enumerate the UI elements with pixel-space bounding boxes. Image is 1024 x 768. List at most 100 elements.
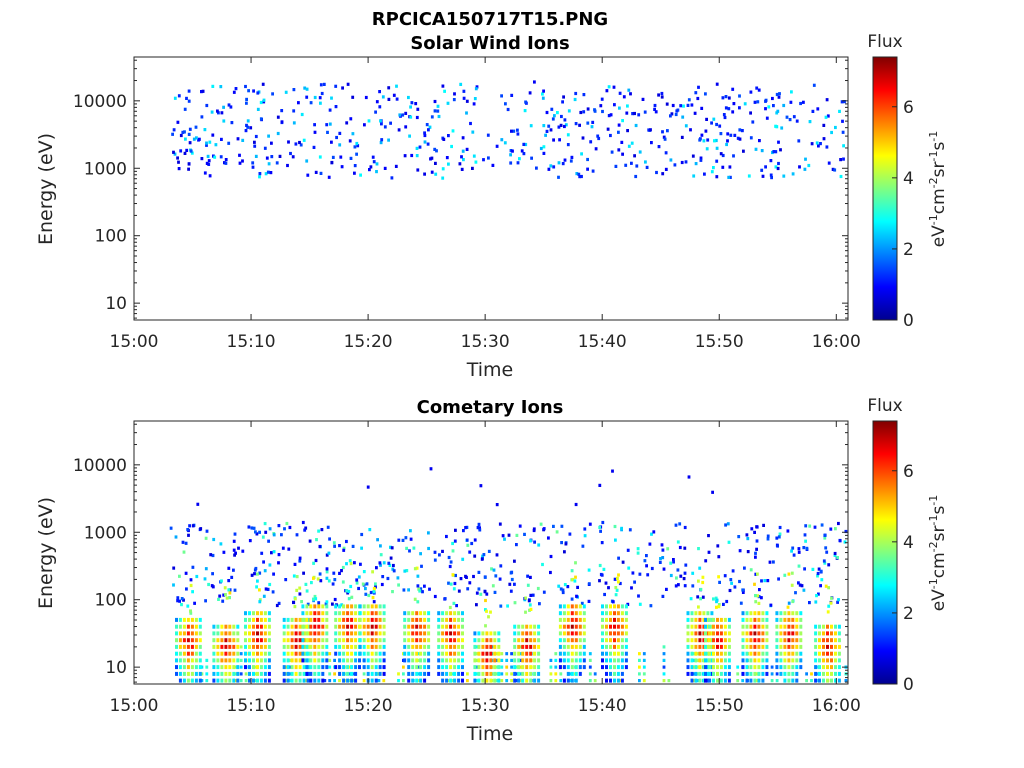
spectrogram-cell xyxy=(457,651,461,656)
spectrogram-cell xyxy=(253,572,256,576)
spectrogram-cell xyxy=(624,651,628,656)
spectrogram-cell xyxy=(437,617,441,622)
spectrogram-cell xyxy=(754,551,757,555)
spectrogram-cell xyxy=(645,554,648,558)
spectrogram-cell xyxy=(769,173,773,177)
spectrogram-cell xyxy=(238,153,241,157)
spectrogram-cell xyxy=(430,170,434,174)
spectrogram-cell xyxy=(252,631,255,636)
spectrogram-cell xyxy=(770,665,774,669)
spectrogram-cell xyxy=(461,644,464,649)
spectrogram-cell xyxy=(574,644,578,649)
spectrogram-cell xyxy=(562,678,566,683)
spectrogram-cell xyxy=(529,644,533,649)
spectrogram-cell xyxy=(415,566,419,570)
spectrogram-cell xyxy=(814,624,818,629)
spectrogram-cell xyxy=(551,117,555,121)
spectrogram-cell xyxy=(323,679,327,683)
spectrogram-cell xyxy=(244,84,247,89)
spectrogram-cell xyxy=(378,105,382,109)
spectrogram-cell xyxy=(699,587,703,592)
spectrogram-cell xyxy=(574,575,577,579)
spectrogram-cell xyxy=(236,631,240,636)
spectrogram-cell xyxy=(282,624,286,629)
spectrogram-cell xyxy=(253,140,256,144)
spectrogram-cell xyxy=(508,582,512,586)
spectrogram-cell xyxy=(560,541,563,545)
spectrogram-cell xyxy=(474,160,478,164)
spectrogram-cell xyxy=(325,123,329,127)
spectrogram-cell xyxy=(401,113,405,117)
spectrogram-cell xyxy=(252,611,255,616)
spectrogram-cell xyxy=(787,617,791,622)
spectrogram-cell xyxy=(745,533,749,537)
spectrogram-cell xyxy=(643,110,647,114)
spectrogram-cell xyxy=(779,665,783,670)
spectrogram-cell xyxy=(566,665,570,670)
spectrogram-cell xyxy=(203,577,207,581)
spectrogram-cell xyxy=(518,157,521,161)
solar-wind-spectrogram-cells xyxy=(171,80,846,180)
spectrogram-cell xyxy=(370,678,374,683)
figure-title: RPCICA150717T15.PNG xyxy=(372,9,608,30)
spectrogram-cell xyxy=(437,671,441,676)
spectrogram-cell xyxy=(495,665,499,669)
spectrogram-cell xyxy=(638,572,642,576)
spectrogram-cell xyxy=(457,644,461,649)
spectrogram-cell xyxy=(797,547,801,551)
spectrogram-cell xyxy=(706,644,710,649)
spectrogram-cell xyxy=(211,553,215,558)
spectrogram-cell xyxy=(355,581,359,585)
spectrogram-cell xyxy=(354,638,358,643)
spectrogram-cell xyxy=(415,658,419,663)
spectrogram-cell xyxy=(562,665,566,670)
spectrogram-cell xyxy=(382,651,386,656)
spectrogram-cell xyxy=(708,665,711,670)
spectrogram-cell xyxy=(492,568,496,572)
spectrogram-cell xyxy=(690,624,694,629)
spectrogram-cell xyxy=(250,526,254,530)
spectrogram-cell xyxy=(766,579,770,583)
spectrogram-cell xyxy=(318,96,322,100)
spectrogram-cell xyxy=(684,563,688,567)
spectrogram-cell xyxy=(774,165,778,169)
spectrogram-cell xyxy=(256,572,259,576)
spectrogram-cell xyxy=(303,86,307,90)
spectrogram-cell xyxy=(495,503,499,507)
spectrogram-cell xyxy=(261,82,265,86)
spectrogram-cell xyxy=(224,644,228,649)
spectrogram-cell xyxy=(826,610,830,614)
spectrogram-cell xyxy=(721,165,725,169)
spectrogram-cell xyxy=(771,96,774,101)
spectrogram-cell xyxy=(443,597,447,601)
spectrogram-cell xyxy=(465,99,469,103)
spectrogram-cell xyxy=(232,631,236,636)
spectrogram-cell xyxy=(453,665,457,670)
spectrogram-cell xyxy=(598,525,602,529)
spectrogram-cell xyxy=(609,665,612,670)
spectrogram-cell xyxy=(300,112,304,117)
spectrogram-cell xyxy=(381,575,385,579)
spectrogram-cell xyxy=(258,600,262,604)
spectrogram-cell xyxy=(814,665,818,670)
spectrogram-cell xyxy=(791,624,795,629)
spectrogram-cell xyxy=(716,658,719,663)
spectrogram-cell xyxy=(433,99,437,104)
spectrogram-cell xyxy=(521,644,525,649)
spectrogram-cell xyxy=(232,678,236,683)
spectrogram-cell xyxy=(509,161,513,165)
spectrogram-cell xyxy=(191,565,195,569)
spectrogram-cell xyxy=(335,135,338,140)
spectrogram-cell xyxy=(224,665,228,670)
spectrogram-cell xyxy=(489,665,493,670)
spectrogram-cell xyxy=(722,602,725,606)
spectrogram-cell xyxy=(228,638,232,643)
spectrogram-cell xyxy=(382,671,386,676)
spectrogram-cell xyxy=(342,604,346,609)
spectrogram-cell xyxy=(749,617,753,622)
spectrogram-cell xyxy=(743,102,747,106)
spectrogram-cell xyxy=(325,665,329,670)
spectrogram-cell xyxy=(557,161,561,165)
spectrogram-cell xyxy=(818,665,821,670)
spectrogram-cell xyxy=(338,671,342,676)
